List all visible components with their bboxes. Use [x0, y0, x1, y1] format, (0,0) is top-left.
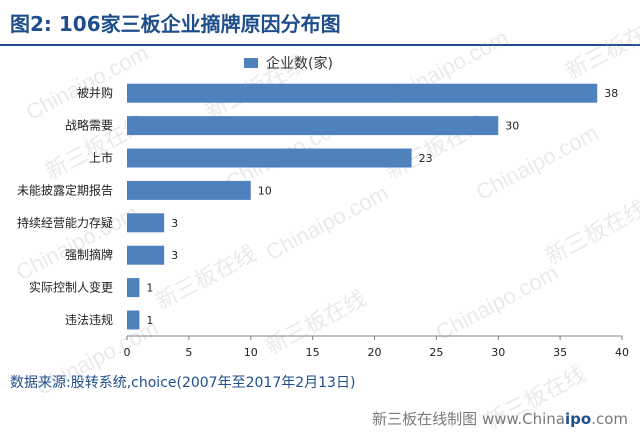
bars-group	[127, 83, 598, 330]
page-title: 图2: 106家三板企业摘牌原因分布图	[10, 12, 341, 36]
bar	[127, 245, 165, 265]
x-tick-label: 20	[368, 346, 382, 359]
x-axis-ticks: 0 5 10 15 20 25 30 35 40	[124, 336, 629, 359]
legend-label: 企业数(家)	[266, 55, 333, 72]
bar	[127, 310, 140, 330]
footer-site-url-suffix: .com	[591, 410, 628, 428]
data-label: 10	[258, 184, 272, 197]
value-labels: 38 30 23 10 3 3 1 1	[146, 87, 618, 327]
data-label: 30	[505, 120, 519, 133]
category-label: 未能披露定期报告	[17, 182, 113, 197]
footer-site-cn: 新三板在线制图	[372, 410, 478, 428]
category-label: 被并购	[77, 85, 113, 100]
category-label: 战略需要	[65, 118, 113, 133]
data-label: 1	[146, 282, 153, 295]
x-tick-label: 30	[491, 346, 505, 359]
category-label: 违法违规	[65, 312, 113, 327]
data-label: 38	[604, 87, 618, 100]
category-label: 强制摘牌	[65, 247, 113, 262]
data-label: 3	[171, 249, 178, 262]
legend: 企业数(家)	[244, 55, 333, 72]
data-label: 1	[146, 314, 153, 327]
data-label: 3	[171, 217, 178, 230]
x-tick-label: 25	[429, 346, 443, 359]
footer-credit: 新三板在线制图 www.Chinaipo.com	[372, 408, 628, 429]
category-label: 实际控制人变更	[29, 280, 113, 295]
x-tick-label: 0	[124, 346, 131, 359]
footer-site-url-prefix: www.China	[481, 410, 565, 428]
category-label: 持续经营能力存疑	[17, 215, 113, 230]
legend-swatch	[244, 58, 258, 68]
category-label: 上市	[89, 150, 113, 165]
source-note: 数据来源:股转系统,choice(2007年至2017年2月13日)	[10, 375, 356, 391]
bar	[127, 116, 499, 136]
bar	[127, 278, 140, 298]
x-tick-label: 5	[185, 346, 192, 359]
x-tick-label: 35	[553, 346, 567, 359]
x-tick-label: 40	[615, 346, 629, 359]
data-label: 23	[419, 152, 433, 165]
x-tick-label: 15	[306, 346, 320, 359]
footer-site-url-bold: ipo	[565, 410, 592, 428]
bar	[127, 148, 412, 168]
bar	[127, 180, 251, 200]
bar	[127, 83, 598, 103]
bar	[127, 213, 165, 233]
title-divider	[0, 44, 640, 46]
x-tick-label: 10	[244, 346, 258, 359]
